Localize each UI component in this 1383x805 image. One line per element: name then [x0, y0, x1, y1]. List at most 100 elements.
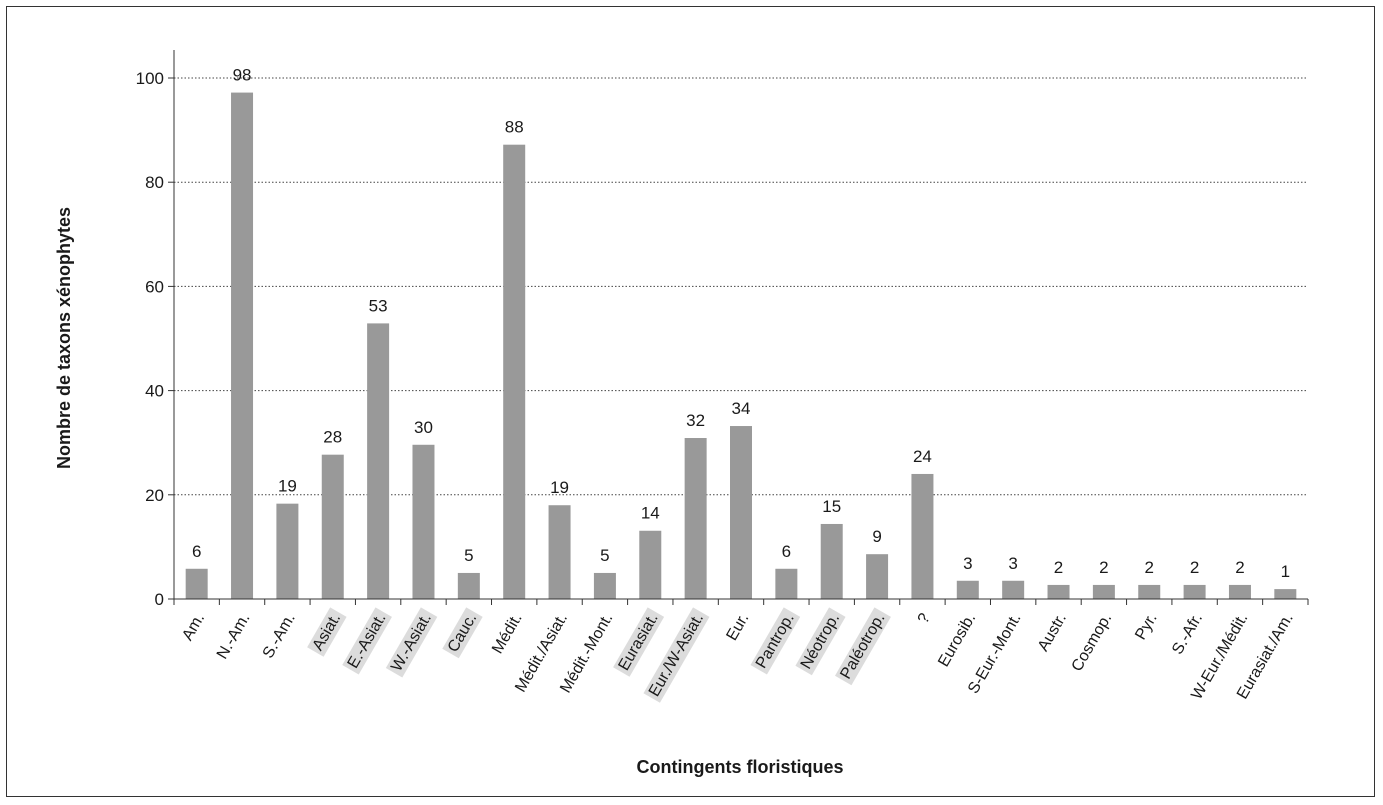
category-label-14: Néotrop.	[795, 607, 846, 676]
category-highlight	[750, 607, 801, 675]
category-highlight	[307, 607, 347, 657]
bar-3	[321, 454, 344, 599]
svg-text:Pantrop.: Pantrop.	[753, 611, 798, 672]
bar-9	[593, 572, 616, 599]
category-highlight	[442, 607, 483, 659]
bar-6	[457, 572, 480, 599]
value-label-19: 2	[1054, 558, 1063, 577]
bar-14	[820, 523, 843, 599]
category-label-7: Médit.	[489, 611, 526, 657]
svg-text:E.-Asiat.: E.-Asiat.	[345, 611, 390, 672]
value-label-6: 5	[464, 546, 473, 565]
bar-13	[775, 568, 798, 599]
svg-text:Eurasiat.: Eurasiat.	[615, 611, 661, 674]
value-label-18: 3	[1008, 554, 1017, 573]
value-label-22: 2	[1190, 558, 1199, 577]
gridlines	[174, 77, 1308, 496]
value-label-20: 2	[1099, 558, 1108, 577]
category-highlight	[342, 607, 392, 675]
category-label-3: Asiat.	[307, 607, 347, 657]
category-label-2: S.-Am.	[260, 611, 299, 662]
value-label-13: 6	[782, 542, 791, 561]
value-label-2: 19	[278, 477, 297, 496]
bar-15	[866, 554, 889, 599]
y-axis-label: Nombre de taxons xénophytes	[54, 207, 74, 469]
svg-text:Austr.: Austr.	[1035, 611, 1070, 655]
bar-4	[367, 323, 390, 599]
x-axis-label: Contingents floristiques	[637, 757, 844, 777]
bars	[185, 92, 1297, 600]
category-label-12: Eur.	[724, 611, 753, 644]
svg-text:Eur.: Eur.	[724, 611, 753, 644]
svg-text:Néotrop.: Néotrop.	[798, 611, 843, 673]
bar-8	[548, 505, 571, 599]
bar-23	[1228, 584, 1251, 599]
category-label-5: W.-Asiat.	[385, 607, 438, 678]
category-label-16: ?	[915, 610, 934, 626]
value-label-1: 98	[233, 66, 252, 85]
value-label-7: 88	[505, 118, 524, 137]
svg-text:W.-Asiat.: W.-Asiat.	[388, 611, 435, 675]
value-label-24: 1	[1281, 562, 1290, 581]
bar-24	[1274, 589, 1297, 599]
bar-22	[1183, 584, 1206, 599]
value-label-15: 9	[872, 527, 881, 546]
category-label-21: Pyr.	[1132, 611, 1161, 643]
svg-text:Médit.: Médit.	[489, 611, 526, 657]
value-label-21: 2	[1145, 558, 1154, 577]
category-label-19: Austr.	[1035, 611, 1070, 655]
svg-text:Asiat.: Asiat.	[309, 611, 344, 654]
value-label-9: 5	[600, 546, 609, 565]
value-label-10: 14	[641, 504, 660, 523]
value-label-3: 28	[323, 428, 342, 447]
category-label-0: Am.	[179, 611, 208, 644]
svg-text:S.-Am.: S.-Am.	[260, 611, 299, 662]
svg-text:Paléotrop.: Paléotrop.	[837, 611, 888, 683]
value-label-5: 30	[414, 418, 433, 437]
category-label-22: S.-Afr.	[1169, 611, 1206, 658]
svg-text:Cauc.: Cauc.	[445, 611, 481, 656]
bar-5	[412, 444, 435, 599]
category-highlight	[834, 607, 891, 686]
bar-11	[684, 438, 707, 599]
x-axis: Am. N.-Am. S.-Am. Asiat. E.-Asiat.W.-Asiat. C…	[173, 598, 1309, 703]
category-label-13: Pantrop.	[750, 607, 801, 675]
category-highlight	[385, 607, 438, 678]
svg-text:Eurosib.: Eurosib.	[935, 611, 979, 670]
bar-12	[730, 426, 752, 599]
value-label-14: 15	[822, 497, 841, 516]
bar-19	[1047, 584, 1070, 599]
bar-17	[956, 580, 979, 599]
svg-text:Pyr.: Pyr.	[1132, 611, 1161, 643]
bar-2	[276, 503, 299, 599]
svg-text:N.-Am.: N.-Am.	[214, 611, 254, 663]
bar-10	[639, 530, 662, 599]
category-label-17: Eurosib.	[935, 611, 979, 670]
category-label-1: N.-Am.	[214, 611, 254, 663]
y-tick-label: 100	[136, 69, 164, 88]
bar-7	[503, 144, 526, 600]
bar-18	[1002, 580, 1025, 599]
y-tick-label: 80	[145, 173, 164, 192]
bar-21	[1138, 584, 1161, 599]
value-label-16: 24	[913, 447, 932, 466]
value-label-4: 53	[369, 296, 388, 315]
category-highlight	[643, 607, 710, 703]
category-highlight	[613, 607, 665, 677]
y-axis: 0 20 40 60 80 100	[136, 50, 175, 609]
category-label-6: Cauc.	[442, 607, 483, 659]
y-tick-label: 0	[155, 590, 164, 609]
category-highlight	[795, 607, 846, 676]
category-label-4: E.-Asiat.	[342, 607, 392, 675]
y-tick-label: 60	[145, 277, 164, 296]
bar-1	[231, 92, 254, 599]
bar-16	[911, 473, 934, 599]
value-label-8: 19	[550, 478, 569, 497]
svg-text:S.-Afr.: S.-Afr.	[1169, 611, 1206, 658]
y-tick-label: 40	[145, 382, 164, 401]
y-tick-label: 20	[145, 486, 164, 505]
bar-0	[185, 568, 208, 599]
value-label-23: 2	[1235, 558, 1244, 577]
value-label-0: 6	[192, 542, 201, 561]
